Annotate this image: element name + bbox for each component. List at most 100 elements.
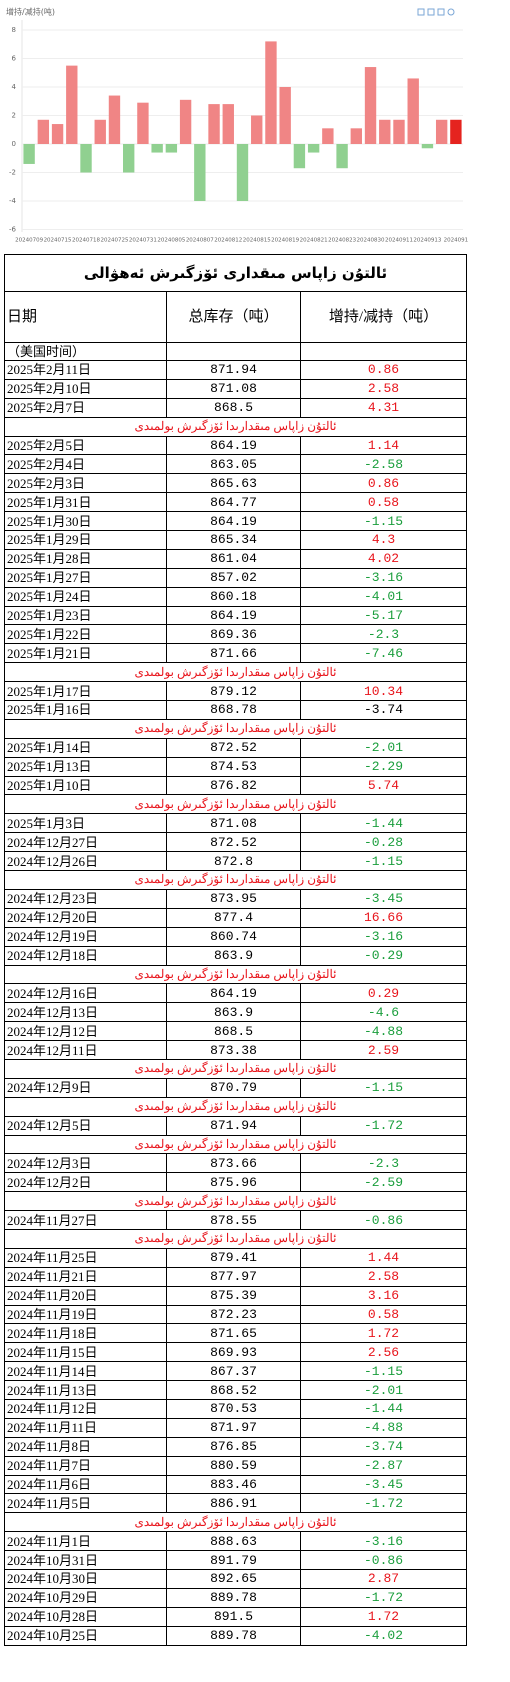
change-cell: -4.88 — [299, 1021, 468, 1042]
date-cell: 2024年12月20日 — [4, 907, 167, 928]
date-cell: 2024年11月21日 — [4, 1266, 167, 1287]
table-row: 2024年10月28日 891.5 1.72 — [4, 1606, 468, 1627]
total-cell: 872.52 — [166, 737, 301, 758]
date-cell: 2024年12月23日 — [4, 888, 167, 909]
table-row: 2025年2月10日 871.08 2.58 — [4, 378, 468, 399]
change-cell: 0.29 — [299, 983, 468, 1004]
table-title: ئالتۇن زاپاس مىقدارى ئۆزگىرش ئەھۋالى — [3, 254, 468, 292]
bar — [450, 119, 462, 144]
table-row: 2025年1月16日 868.78 -3.74 — [4, 700, 468, 720]
date-cell: 2024年11月27日 — [4, 1210, 167, 1230]
change-cell: -4.88 — [299, 1417, 468, 1438]
total-cell: 868.5 — [166, 1021, 301, 1042]
table-row: 2025年1月29日 865.34 4.3 — [4, 530, 468, 550]
total-cell: 872.23 — [166, 1304, 301, 1325]
date-cell: 2024年10月25日 — [4, 1625, 167, 1646]
total-cell: 871.08 — [166, 378, 301, 399]
bar — [265, 41, 277, 144]
date-cell: 2024年12月27日 — [4, 832, 167, 853]
gold-table: ئالتۇن زاپاس مىقدارى ئۆزگىرش ئەھۋالى 日期 … — [3, 254, 468, 1646]
bar — [165, 144, 178, 153]
total-cell: 863.9 — [166, 945, 301, 966]
note-cell: ئالتۇن زاپاس مىقدارىدا ئۆزگىرش بولمىدى — [3, 1512, 468, 1533]
change-cell: -2.3 — [299, 624, 468, 645]
tool-icon[interactable] — [417, 8, 425, 16]
y-tick-label: 8 — [12, 26, 16, 34]
date-cell: 2024年11月8日 — [4, 1436, 167, 1457]
date-cell: 2025年1月10日 — [4, 775, 167, 796]
date-cell: 2025年2月10日 — [4, 378, 167, 399]
table-row: 2024年10月29日 889.78 -1.72 — [4, 1587, 468, 1608]
table-row: 2025年1月28日 861.04 4.02 — [4, 548, 468, 569]
change-cell: -7.46 — [299, 643, 468, 664]
table-row: 2025年1月3日 871.08 -1.44 — [4, 813, 468, 834]
table-row: 2024年11月14日 867.37 -1.15 — [4, 1361, 468, 1382]
total-cell: 871.66 — [166, 643, 301, 664]
tool-icon[interactable] — [437, 8, 445, 16]
table-row: ئالتۇن زاپاس مىقدارىدا ئۆزگىرش بولمىدى — [3, 964, 468, 985]
change-cell: -4.6 — [299, 1002, 468, 1023]
y-tick-label: -2 — [9, 169, 16, 177]
total-cell: 877.97 — [166, 1266, 301, 1287]
change-cell: 1.44 — [299, 1247, 468, 1268]
date-cell: 2025年1月24日 — [4, 586, 167, 607]
note-cell: ئالتۇن زاپاس مىقدارىدا ئۆزگىرش بولمىدى — [3, 1058, 468, 1079]
x-tick-label: 20240815 — [243, 238, 271, 244]
bar — [393, 119, 405, 144]
table-row: 2024年11月19日 872.23 0.58 — [4, 1304, 468, 1325]
date-cell: 2024年11月25日 — [4, 1247, 167, 1268]
table-row: 2024年11月21日 877.97 2.58 — [4, 1266, 468, 1287]
y-tick-label: 4 — [12, 83, 17, 91]
change-cell: -3.74 — [299, 700, 468, 720]
y-tick-label: -6 — [9, 226, 17, 234]
table-row: 2024年11月13日 868.52 -2.01 — [4, 1380, 468, 1400]
change-cell: 0.86 — [299, 360, 468, 380]
change-cell: -3.45 — [299, 1474, 468, 1495]
change-cell: -2.3 — [299, 1153, 468, 1174]
date-cell: 2025年1月28日 — [4, 548, 167, 569]
change-cell: -2.58 — [299, 454, 468, 475]
change-cell: 2.56 — [299, 1342, 468, 1363]
tool-icon[interactable] — [447, 8, 455, 16]
table-row: 2024年12月27日 872.52 -0.28 — [4, 832, 468, 853]
change-cell: -1.15 — [299, 1077, 468, 1098]
date-cell: 2024年12月2日 — [4, 1172, 167, 1193]
total-cell: 869.93 — [166, 1342, 301, 1363]
date-cell: 2024年12月3日 — [4, 1153, 167, 1174]
table-row: 2024年11月18日 871.65 1.72 — [4, 1323, 468, 1344]
change-cell: -1.15 — [299, 851, 468, 872]
x-tick-label: 20240725 — [100, 238, 128, 244]
toolbar[interactable] — [417, 8, 455, 16]
total-cell: 879.12 — [166, 681, 301, 702]
x-tick-label: 20240807 — [186, 238, 214, 244]
table-row: 2025年1月13日 874.53 -2.29 — [4, 756, 468, 777]
table-row: 2024年11月27日 878.55 -0.86 — [4, 1210, 468, 1230]
total-cell: 872.8 — [166, 851, 301, 872]
date-cell: 2024年11月14日 — [4, 1361, 167, 1382]
total-cell: 880.59 — [166, 1455, 301, 1476]
note-cell: ئالتۇن زاپاس مىقدارىدا ئۆزگىرش بولمىدى — [3, 1096, 468, 1117]
total-cell: 871.94 — [166, 1115, 301, 1136]
table-row: 2024年12月20日 877.4 16.66 — [4, 907, 468, 928]
table-row: 2024年12月9日 870.79 -1.15 — [4, 1077, 468, 1098]
change-cell: 2.87 — [299, 1569, 468, 1589]
date-cell: 2024年11月13日 — [4, 1380, 167, 1400]
table-row: 2024年12月3日 873.66 -2.3 — [4, 1153, 468, 1174]
bar — [123, 144, 135, 173]
bar — [51, 124, 64, 144]
change-cell: 1.72 — [299, 1606, 468, 1627]
bar — [151, 144, 163, 153]
change-cell: -1.72 — [299, 1115, 468, 1136]
total-cell: 886.91 — [166, 1493, 301, 1514]
table-row: 2025年1月17日 879.12 10.34 — [4, 681, 468, 702]
date-cell: 2025年1月3日 — [4, 813, 167, 834]
tool-icon[interactable] — [427, 8, 435, 16]
x-tick-label: 20240819 — [271, 238, 299, 244]
table-row: 2025年2月5日 864.19 1.14 — [4, 435, 468, 456]
total-cell: 879.41 — [166, 1247, 301, 1268]
chart-title: 增持/减持(吨) — [6, 7, 55, 17]
date-cell: 2025年2月3日 — [4, 473, 167, 494]
x-tick-label: 20240718 — [72, 238, 100, 244]
